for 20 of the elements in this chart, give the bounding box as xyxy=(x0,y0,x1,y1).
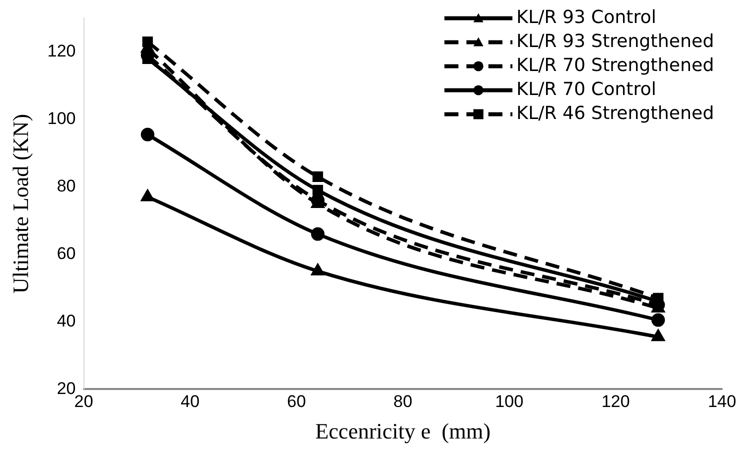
legend-label: KL/R 46 Strengthened xyxy=(516,102,714,124)
legend-label: KL/R 70 Strengthened xyxy=(516,54,714,76)
y-tick-label: 40 xyxy=(56,311,76,330)
y-tick-label: 120 xyxy=(47,42,76,61)
y-tick-label: 80 xyxy=(56,176,76,196)
x-tick-label: 100 xyxy=(495,392,524,412)
legend-label: KL/R 93 Control xyxy=(516,6,656,28)
x-tick-label: 140 xyxy=(708,392,736,412)
legend-label: KL/R 93 Strengthened xyxy=(516,30,714,52)
y-tick-label: 20 xyxy=(56,378,76,398)
y-tick-label: 60 xyxy=(56,244,76,263)
x-tick-label: 80 xyxy=(393,392,412,412)
y-axis-title: Ultimate Load (KN) xyxy=(8,114,33,294)
x-tick-label: 60 xyxy=(287,392,306,412)
x-axis-title: Eccenricity e (mm) xyxy=(315,418,491,444)
x-tick-label: 20 xyxy=(74,392,94,412)
x-tick-label: 40 xyxy=(180,392,200,412)
x-tick-label: 120 xyxy=(601,392,630,412)
y-tick-label: 100 xyxy=(47,109,76,128)
legend-label: KL/R 70 Control xyxy=(516,78,656,100)
